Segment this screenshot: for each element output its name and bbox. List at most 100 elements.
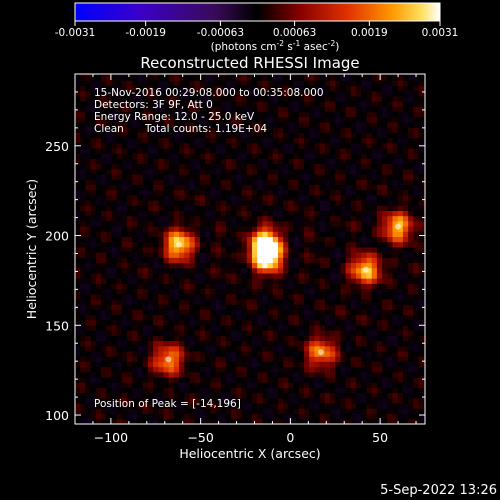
- heatmap-cell: [298, 371, 305, 378]
- heatmap-cell: [350, 137, 357, 144]
- heatmap-cell: [225, 361, 232, 368]
- heatmap-cell: [121, 106, 128, 113]
- heatmap-cell: [293, 231, 300, 238]
- heatmap-cell: [220, 205, 227, 211]
- heatmap-cell: [324, 153, 331, 159]
- heatmap-cell: [361, 309, 367, 316]
- heatmap-cell: [158, 361, 164, 368]
- heatmap-cell: [361, 90, 367, 97]
- heatmap-cell: [324, 330, 331, 336]
- heatmap-cell: [376, 392, 383, 399]
- heatmap-cell: [142, 252, 149, 258]
- heatmap-cell: [220, 200, 227, 206]
- heatmap-cell: [408, 189, 414, 196]
- heatmap-cell: [147, 304, 154, 310]
- heatmap-cell: [189, 174, 196, 180]
- heatmap-cell: [173, 377, 180, 383]
- heatmap-cell: [142, 278, 149, 284]
- heatmap-cell: [210, 278, 216, 284]
- heatmap-cell: [340, 85, 347, 92]
- heatmap-cell: [319, 74, 326, 76]
- heatmap-cell: [371, 288, 378, 295]
- heatmap-cell: [371, 252, 378, 258]
- heatmap-cell: [225, 335, 232, 342]
- heatmap-cell: [345, 330, 352, 336]
- heatmap-cell: [340, 267, 347, 274]
- heatmap-cell: [215, 340, 222, 347]
- heatmap-cell: [314, 247, 321, 253]
- heatmap-cell: [158, 330, 164, 336]
- heatmap-cell: [153, 408, 159, 414]
- heatmap-cell: [413, 116, 419, 123]
- heatmap-cell: [80, 200, 86, 206]
- heatmap-cell: [184, 127, 190, 133]
- heatmap-cell: [251, 257, 258, 264]
- heatmap-cell: [387, 293, 393, 300]
- heatmap-cell: [241, 304, 248, 310]
- heatmap-cell: [267, 351, 274, 357]
- heatmap-cell: [345, 247, 352, 253]
- heatmap-cell: [179, 345, 185, 352]
- heatmap-cell: [168, 106, 175, 113]
- heatmap-cell: [189, 116, 196, 123]
- heatmap-cell: [101, 299, 107, 305]
- heatmap-cell: [158, 403, 164, 409]
- heatmap-cell: [251, 351, 258, 357]
- heatmap-cell: [205, 168, 211, 175]
- heatmap-cell: [85, 366, 92, 373]
- heatmap-cell: [392, 267, 399, 274]
- heatmap-cell: [340, 257, 347, 264]
- heatmap-cell: [298, 382, 305, 388]
- heatmap-cell: [246, 319, 253, 326]
- heatmap-cell: [241, 168, 248, 175]
- heatmap-cell: [121, 356, 128, 362]
- heatmap-cell: [356, 283, 362, 290]
- heatmap-cell: [387, 371, 393, 378]
- heatmap-cell: [153, 247, 159, 253]
- heatmap-cell: [262, 200, 268, 206]
- heatmap-cell: [147, 215, 154, 222]
- heatmap-cell: [423, 174, 425, 180]
- colorbar-unit-label: (photons cm-2 s-1 asec-2): [211, 39, 340, 53]
- heatmap-cell: [199, 267, 206, 274]
- heatmap-cell: [257, 293, 263, 300]
- heatmap-cell: [376, 377, 383, 383]
- heatmap-cell: [106, 325, 112, 331]
- heatmap-cell: [423, 377, 425, 383]
- heatmap-cell: [257, 215, 263, 222]
- heatmap-cell: [210, 377, 216, 383]
- heatmap-cell: [293, 179, 300, 185]
- heatmap-cell: [184, 340, 190, 347]
- heatmap-cell: [80, 163, 86, 170]
- heatmap-cell: [387, 221, 393, 227]
- heatmap-cell: [236, 106, 242, 113]
- heatmap-cell: [361, 408, 367, 414]
- heatmap-cell: [95, 330, 102, 336]
- heatmap-cell: [116, 309, 123, 316]
- heatmap-cell: [158, 122, 164, 128]
- heatmap-cell: [173, 75, 180, 81]
- heatmap-cell: [194, 293, 201, 300]
- heatmap-cell: [75, 387, 81, 394]
- heatmap-cell: [189, 163, 196, 170]
- heatmap-cell: [168, 387, 175, 394]
- heatmap-cell: [231, 283, 237, 290]
- heatmap-cell: [397, 226, 404, 232]
- heatmap-cell: [241, 75, 248, 81]
- heatmap-cell: [142, 304, 149, 310]
- heatmap-cell: [189, 257, 196, 264]
- heatmap-cell: [153, 85, 159, 92]
- heatmap-cell: [376, 127, 383, 133]
- heatmap-cell: [392, 90, 399, 97]
- heatmap-cell: [366, 299, 373, 305]
- heatmap-cell: [408, 80, 414, 87]
- heatmap-cell: [220, 314, 227, 321]
- heatmap-cell: [408, 111, 414, 118]
- heatmap-cell: [376, 309, 383, 316]
- heatmap-cell: [335, 371, 341, 378]
- heatmap-cell: [106, 351, 112, 357]
- heatmap-cell: [397, 252, 404, 258]
- heatmap-cell: [408, 304, 414, 310]
- heatmap-cell: [423, 236, 425, 243]
- heatmap-cell: [272, 122, 279, 128]
